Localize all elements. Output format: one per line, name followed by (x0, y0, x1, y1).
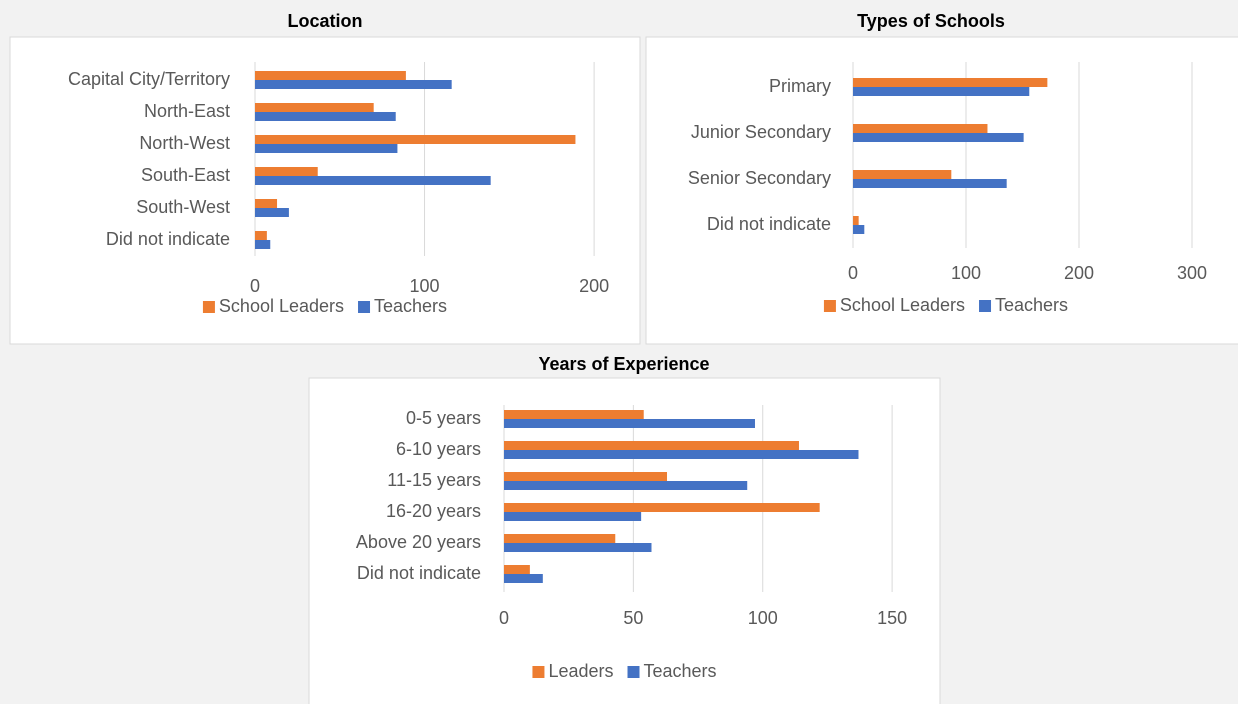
bar (504, 450, 859, 459)
chart-frame (308, 377, 941, 704)
y-tick-label: Did not indicate (106, 229, 230, 249)
bar (255, 80, 452, 89)
bar (504, 512, 642, 521)
bar (504, 419, 755, 428)
x-tick-label: 0 (848, 263, 858, 283)
bar (853, 133, 1024, 142)
bar (255, 167, 318, 176)
bar (504, 574, 543, 583)
bar (504, 472, 668, 481)
y-tick-label: 6-10 years (396, 439, 481, 459)
legend-swatch (532, 666, 545, 678)
bar (504, 441, 799, 450)
bar (255, 208, 289, 217)
bar (853, 216, 859, 225)
y-tick-label: 11-15 years (387, 470, 481, 490)
legend-swatch (979, 300, 992, 312)
legend-label: Leaders (548, 661, 613, 681)
y-tick-label: South-East (141, 165, 230, 185)
bar (853, 179, 1007, 188)
chart-title: Location (288, 11, 363, 31)
y-tick-label: 16-20 years (386, 501, 481, 521)
x-tick-label: 100 (410, 276, 440, 296)
x-tick-label: 150 (877, 608, 907, 628)
bar (504, 565, 530, 574)
bar (853, 87, 1030, 96)
legend-swatch (823, 300, 836, 312)
bar (255, 231, 267, 240)
bar (255, 103, 374, 112)
y-tick-label: North-East (144, 101, 230, 121)
y-tick-label: Primary (769, 76, 831, 96)
bar (255, 199, 278, 208)
y-tick-label: North-West (139, 133, 230, 153)
x-tick-label: 0 (499, 608, 509, 628)
bar (504, 543, 652, 552)
x-tick-label: 100 (951, 263, 981, 283)
y-tick-label: Senior Secondary (688, 168, 831, 188)
bar (255, 71, 406, 80)
y-tick-label: South-West (136, 197, 230, 217)
y-tick-label: Above 20 years (356, 532, 481, 552)
bar (853, 170, 952, 179)
chart-title: Years of Experience (538, 354, 709, 374)
y-tick-label: 0-5 years (406, 408, 481, 428)
legend-swatch (358, 301, 371, 313)
x-tick-label: 0 (250, 276, 260, 296)
x-tick-label: 300 (1177, 263, 1207, 283)
bar (853, 124, 988, 133)
x-tick-label: 200 (579, 276, 609, 296)
bar (255, 144, 398, 153)
legend-label: Teachers (995, 295, 1068, 315)
legend-label: Teachers (374, 296, 447, 316)
legend-label: Teachers (644, 661, 717, 681)
legend-swatch (627, 666, 640, 678)
bar (504, 534, 616, 543)
bar (853, 78, 1048, 87)
bar (504, 481, 748, 490)
y-tick-label: Junior Secondary (691, 122, 831, 142)
y-tick-label: Did not indicate (707, 214, 831, 234)
bar (853, 225, 865, 234)
bar (255, 112, 396, 121)
chart-title: Types of Schools (857, 11, 1005, 31)
bar (504, 503, 820, 512)
x-tick-label: 200 (1064, 263, 1094, 283)
y-tick-label: Did not indicate (357, 563, 481, 583)
legend-label: School Leaders (219, 296, 344, 316)
bar (255, 176, 491, 185)
legend-swatch (202, 301, 215, 313)
legend-label: School Leaders (840, 295, 965, 315)
x-tick-label: 100 (748, 608, 778, 628)
y-tick-label: Capital City/Territory (68, 69, 230, 89)
bar (504, 410, 644, 419)
x-tick-label: 50 (623, 608, 643, 628)
bar (255, 135, 576, 144)
bar (255, 240, 271, 249)
